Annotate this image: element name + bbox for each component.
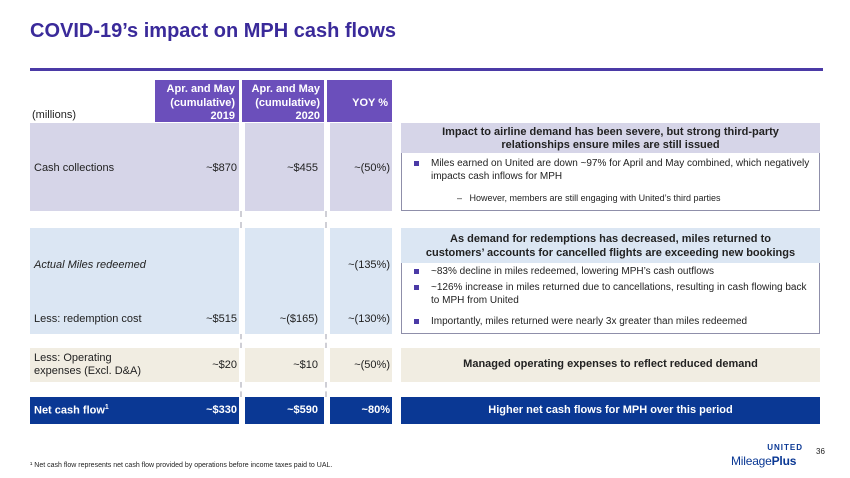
redemptions-heading-line1: As demand for redemptions has decreased,… xyxy=(450,233,771,245)
cash-yoy-value: ~(50%) xyxy=(354,162,390,174)
impact-sub-bullet-1: – However, members are still engaging wi… xyxy=(457,193,720,203)
column-gap xyxy=(239,123,245,424)
units-label: (millions) xyxy=(32,109,76,121)
col-header-2020-line2: (cumulative) xyxy=(255,96,320,109)
impact-sub-bullet-text: However, members are still engaging with… xyxy=(469,193,721,203)
column-connector xyxy=(325,382,327,397)
row-label-cash: Cash collections xyxy=(34,162,115,174)
logo-mileage: Mileage xyxy=(731,454,772,468)
page-title: COVID-19’s impact on MPH cash flows xyxy=(30,20,397,42)
footnote: ¹ Net cash flow represents net cash flow… xyxy=(30,462,333,469)
page-number: 36 xyxy=(816,447,825,456)
opex-panel-heading: Managed operating expenses to reflect re… xyxy=(401,348,820,382)
logo-mileageplus-text: MileagePlus xyxy=(731,454,796,468)
net-yoy-value: ~80% xyxy=(361,404,390,416)
impact-panel-body: Miles earned on United are down ~97% for… xyxy=(401,153,820,211)
redemptions-bullet-2: ~126% increase in miles returned due to … xyxy=(414,282,814,307)
column-connector xyxy=(325,211,327,228)
row-label-net-text: Net cash flow xyxy=(34,404,105,417)
redemptions-panel-heading: As demand for redemptions has decreased,… xyxy=(401,228,820,263)
sub-bullet-dash: – xyxy=(457,193,463,203)
redemption-yoy-value: ~(130%) xyxy=(348,313,390,325)
row-band-cash xyxy=(30,123,392,211)
col-header-2019: Apr. and May (cumulative) 2019 xyxy=(155,80,239,122)
title-divider xyxy=(30,68,823,71)
opex-2020-value: ~$10 xyxy=(293,359,318,371)
row-band-miles xyxy=(30,228,392,334)
miles-yoy-value: ~(135%) xyxy=(348,259,390,271)
row-label-miles: Actual Miles redeemed xyxy=(34,259,146,271)
redemption-2019-value: ~$515 xyxy=(206,313,237,325)
redemptions-panel-body: ~83% decline in miles redeemed, lowering… xyxy=(401,263,820,334)
row-label-opex-line1: Less: Operating xyxy=(34,352,112,364)
impact-heading-line1: Impact to airline demand has been severe… xyxy=(442,126,779,138)
col-header-yoy: YOY % xyxy=(327,80,392,122)
footnote-marker: 1 xyxy=(104,404,109,411)
col-header-2020-line1: Apr. and May xyxy=(251,83,320,95)
col-header-2020-line3: 2020 xyxy=(295,110,320,122)
opex-2019-value: ~$20 xyxy=(212,359,237,371)
logo-united-text: UNITED xyxy=(767,443,803,452)
redemption-2020-value: ~($165) xyxy=(279,313,318,325)
net-2020-value: ~$590 xyxy=(287,404,318,416)
row-label-net: Net cash flow1 xyxy=(34,404,109,417)
column-connector xyxy=(240,334,242,348)
redemptions-bullet-1: ~83% decline in miles redeemed, lowering… xyxy=(414,266,814,279)
column-gap xyxy=(324,123,330,424)
row-label-redemption: Less: redemption cost xyxy=(34,313,142,325)
row-label-opex-line2: expenses (Excl. D&A) xyxy=(34,365,141,377)
column-connector xyxy=(240,382,242,397)
row-band-net xyxy=(30,397,392,424)
col-header-2019-line3: 2019 xyxy=(210,110,235,122)
impact-heading-line2: relationships ensure miles are still iss… xyxy=(501,139,720,151)
cash-2020-value: ~$455 xyxy=(287,162,318,174)
column-connector xyxy=(325,334,327,348)
redemptions-bullet-3: Importantly, miles returned were nearly … xyxy=(414,316,814,329)
net-panel-heading: Higher net cash flows for MPH over this … xyxy=(401,397,820,424)
col-header-2019-line1: Apr. and May xyxy=(166,83,235,95)
redemptions-heading-line2: customers’ accounts for cancelled flight… xyxy=(425,247,796,259)
mileageplus-logo: UNITED MileagePlus xyxy=(731,443,811,471)
impact-bullet-1: Miles earned on United are down ~97% for… xyxy=(414,158,814,183)
logo-plus: Plus xyxy=(771,454,797,468)
col-header-2019-line2: (cumulative) xyxy=(170,96,235,109)
col-header-yoy-label: YOY % xyxy=(352,97,388,109)
row-band-opex xyxy=(30,348,392,382)
row-label-opex: Less: Operating expenses (Excl. D&A) xyxy=(34,352,141,378)
cash-2019-value: ~$870 xyxy=(206,162,237,174)
col-header-2020: Apr. and May (cumulative) 2020 xyxy=(242,80,324,122)
opex-yoy-value: ~(50%) xyxy=(354,359,390,371)
net-2019-value: ~$330 xyxy=(206,404,237,416)
impact-panel-heading: Impact to airline demand has been severe… xyxy=(401,123,820,153)
column-connector xyxy=(240,211,242,228)
